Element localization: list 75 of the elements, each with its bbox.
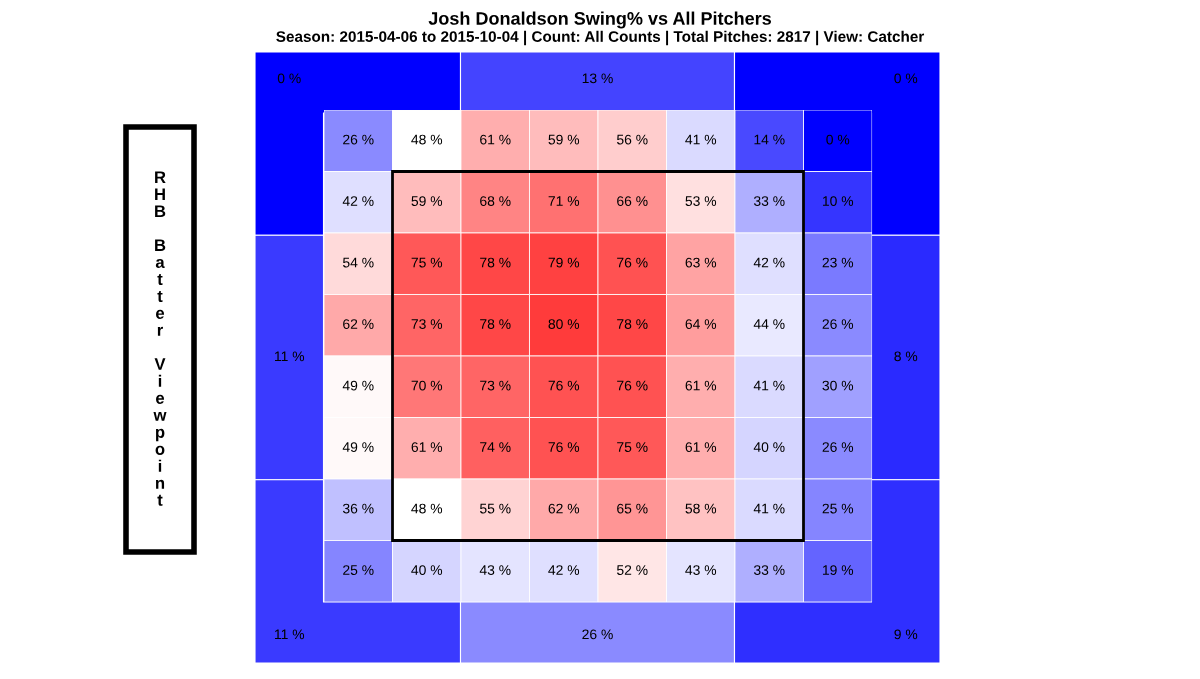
data-label: 53 % [685, 196, 717, 206]
data-label: 0 % [277, 73, 301, 84]
data-label: 61 % [411, 442, 443, 452]
data-label: 33 % [753, 196, 785, 206]
data-label: 42 % [342, 196, 374, 206]
data-label: 48 % [411, 134, 443, 145]
data-label: 26 % [343, 134, 374, 145]
data-label: 11 % [274, 351, 305, 362]
data-label: 59 % [411, 196, 443, 206]
data-label: 74 % [480, 442, 511, 452]
data-label: 52 % [616, 565, 648, 575]
data-label: 61 % [480, 134, 511, 145]
data-label: 25 % [822, 503, 854, 514]
data-label: 41 % [753, 380, 785, 391]
data-label: 75 % [617, 442, 648, 452]
data-label: 13 % [582, 73, 613, 84]
data-label: 26 % [582, 629, 613, 640]
data-label: 61 % [685, 442, 717, 452]
data-label: 54 % [342, 257, 374, 268]
data-label: 42 % [548, 565, 580, 575]
data-label: 48 % [411, 503, 443, 514]
data-label: 62 % [548, 503, 580, 514]
data-label: 40 % [411, 565, 443, 575]
data-label: 62 % [343, 319, 374, 329]
data-label: 63 % [685, 257, 717, 268]
data-label: 64 % [685, 319, 717, 329]
data-label: 9 % [894, 629, 918, 640]
data-label: 56 % [616, 134, 648, 145]
data-label: 14 % [754, 134, 785, 145]
data-label: 26 % [822, 319, 854, 329]
data-label: 76 % [617, 380, 648, 391]
data-label: 26 % [822, 442, 854, 452]
data-label: 73 % [480, 380, 511, 391]
data-label: 43 % [479, 565, 511, 575]
data-label: 58 % [685, 503, 717, 514]
data-label: 19 % [822, 565, 854, 575]
data-label: 33 % [753, 565, 785, 575]
data-label: 11 % [274, 629, 305, 640]
data-label: 79 % [548, 257, 580, 268]
data-label: 49 % [342, 442, 374, 452]
data-label: 42 % [753, 257, 785, 268]
text: Season: 2015-04-06 to 2015-10-04 | Count: All Counts | Total Pitches: 2817 | View: Catcher [276, 30, 925, 46]
text: RHB Batter Viewpoint [153, 171, 167, 506]
data-label: 61 % [685, 380, 717, 391]
data-label: 78 % [480, 257, 511, 268]
data-label: 0 % [894, 73, 918, 84]
data-label: 71 % [548, 196, 580, 206]
data-label: 44 % [753, 319, 785, 329]
data-label: 8 % [894, 351, 918, 362]
data-label: 41 % [753, 503, 785, 514]
data-label: 76 % [548, 380, 580, 391]
data-label: 23 % [822, 257, 854, 268]
data-label: 76 % [617, 257, 648, 268]
data-label: 78 % [480, 319, 511, 329]
data-label: 40 % [753, 442, 785, 452]
data-label: 78 % [617, 319, 648, 329]
data-label: 10 % [822, 196, 854, 206]
data-label: 0 % [826, 134, 850, 145]
data-label: 43 % [685, 565, 717, 575]
data-label: 68 % [480, 196, 511, 206]
data-label: 76 % [548, 442, 580, 452]
data-label: 30 % [822, 380, 854, 391]
data-label: 36 % [342, 503, 374, 514]
data-label: 66 % [617, 196, 648, 206]
data-label: 41 % [685, 134, 717, 145]
data-label: 73 % [411, 319, 443, 329]
data-label: 55 % [479, 503, 511, 514]
data-label: 25 % [343, 565, 374, 575]
data-label: 65 % [617, 503, 648, 514]
data-label: 59 % [548, 134, 580, 145]
data-label: 70 % [411, 380, 443, 391]
text: Josh Donaldson Swing% vs All Pitchers [428, 11, 771, 29]
data-label: 49 % [342, 380, 374, 391]
data-label: 75 % [411, 257, 443, 268]
data-label: 80 % [548, 319, 580, 329]
